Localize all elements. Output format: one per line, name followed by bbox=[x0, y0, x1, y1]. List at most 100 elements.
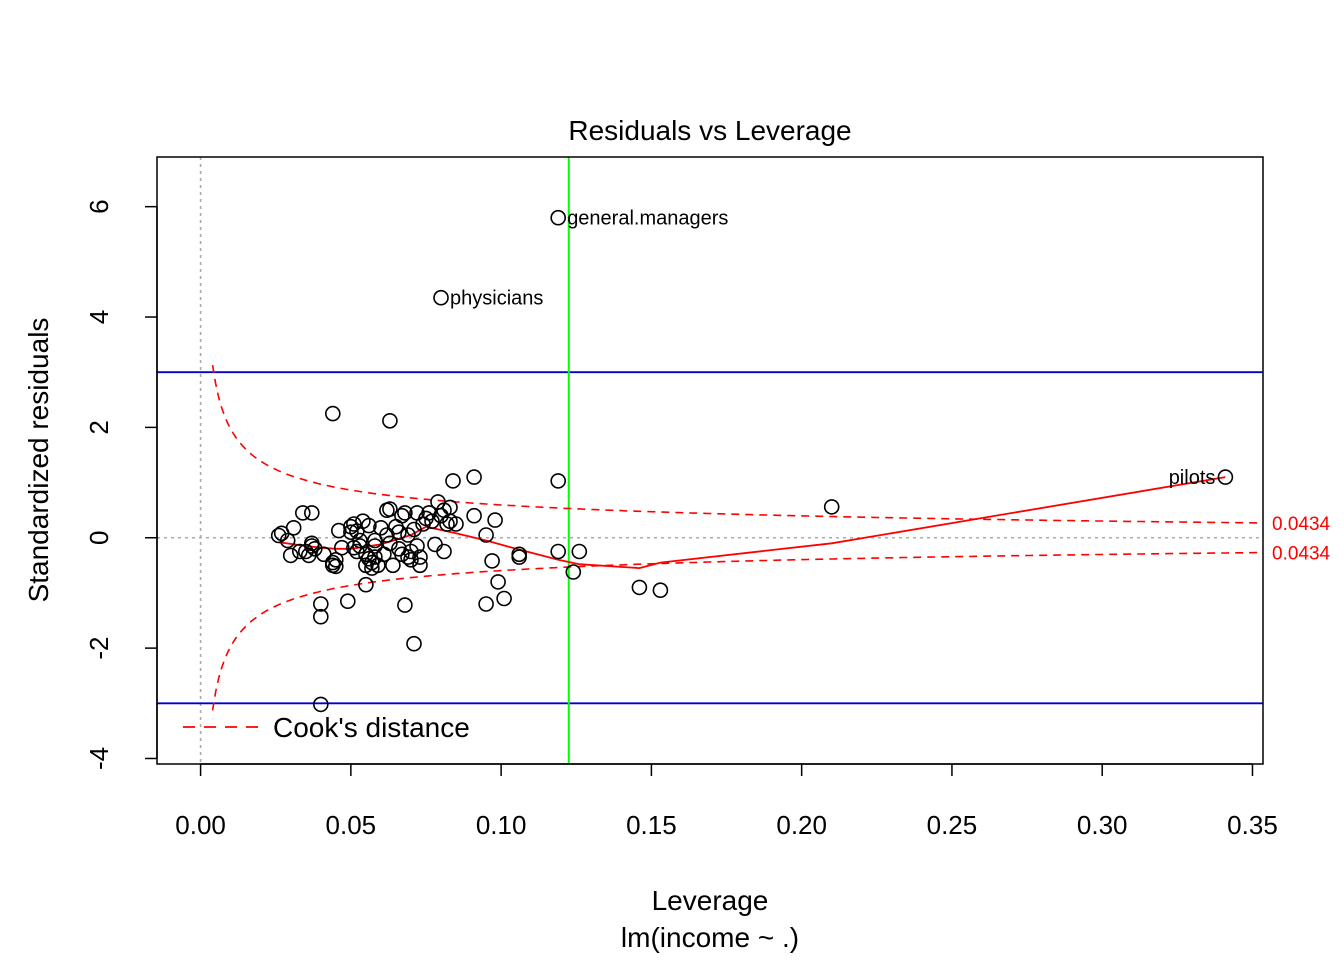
chart-title: Residuals vs Leverage bbox=[568, 115, 851, 146]
data-point bbox=[445, 473, 461, 489]
data-point bbox=[550, 473, 567, 489]
data-point bbox=[412, 557, 428, 574]
data-point bbox=[403, 551, 419, 568]
data-point bbox=[478, 596, 494, 612]
data-point bbox=[397, 597, 413, 613]
data-point bbox=[412, 549, 428, 565]
smoothed-residual-line bbox=[278, 476, 1226, 570]
data-point bbox=[327, 558, 344, 575]
data-point bbox=[339, 593, 356, 610]
point-label: pilots bbox=[1169, 467, 1216, 489]
data-point bbox=[352, 532, 368, 549]
model-formula-label: lm(income ~ .) bbox=[621, 922, 799, 953]
y-tick-label: -4 bbox=[84, 747, 114, 770]
cooks-distance-upper-curve bbox=[211, 364, 1262, 524]
x-tick-label: 0.00 bbox=[175, 810, 226, 840]
legend-label: Cook's distance bbox=[273, 712, 470, 743]
data-point bbox=[448, 516, 464, 532]
x-tick-label: 0.10 bbox=[476, 810, 527, 840]
data-point bbox=[490, 574, 506, 590]
data-point bbox=[297, 543, 314, 560]
data-point bbox=[478, 527, 494, 543]
data-points bbox=[270, 209, 1234, 713]
data-point bbox=[346, 516, 362, 532]
data-point bbox=[382, 535, 398, 552]
data-point bbox=[361, 517, 377, 534]
y-tick-label: -2 bbox=[84, 637, 114, 660]
data-point bbox=[279, 532, 296, 549]
data-point bbox=[484, 553, 500, 569]
data-point bbox=[652, 582, 669, 599]
data-point bbox=[406, 635, 422, 652]
data-point bbox=[442, 499, 458, 516]
x-tick-label: 0.05 bbox=[326, 810, 377, 840]
y-axis: -4 -2 0 2 4 6 bbox=[84, 199, 158, 770]
plot-area: general.managers physicians pilots bbox=[157, 157, 1263, 764]
y-tick-label: 2 bbox=[84, 420, 114, 434]
cooks-distance-lower-curve bbox=[211, 551, 1262, 711]
data-point bbox=[367, 538, 383, 554]
data-point bbox=[397, 505, 413, 521]
point-label: general.managers bbox=[567, 208, 728, 230]
cooks-distance-lower-label: 0.0434 bbox=[1272, 544, 1331, 565]
data-point bbox=[379, 527, 395, 543]
data-point bbox=[294, 505, 311, 521]
x-tick-label: 0.20 bbox=[776, 810, 827, 840]
data-point bbox=[511, 549, 528, 565]
data-point bbox=[571, 543, 588, 560]
legend: Cook's distance bbox=[183, 712, 470, 743]
y-tick-label: 0 bbox=[84, 531, 114, 545]
data-point bbox=[400, 527, 416, 543]
data-point bbox=[550, 543, 567, 560]
x-axis: 0.00 0.05 0.10 0.15 0.20 0.25 0.30 0.35 bbox=[175, 763, 1278, 840]
data-point bbox=[823, 499, 840, 515]
data-point bbox=[550, 209, 567, 226]
data-point bbox=[312, 608, 329, 625]
data-point bbox=[352, 538, 368, 554]
data-point bbox=[436, 543, 452, 560]
data-point bbox=[385, 557, 401, 574]
data-point bbox=[565, 564, 582, 580]
data-point bbox=[421, 505, 437, 521]
y-tick-label: 4 bbox=[84, 310, 114, 324]
data-point bbox=[391, 524, 407, 541]
data-point bbox=[324, 405, 341, 422]
data-point bbox=[382, 412, 398, 429]
data-point bbox=[358, 546, 374, 563]
data-point bbox=[312, 596, 329, 612]
data-point bbox=[285, 519, 302, 536]
data-point bbox=[409, 538, 425, 554]
data-point bbox=[487, 512, 503, 528]
point-labels: general.managers physicians pilots bbox=[450, 208, 1215, 489]
data-point bbox=[403, 543, 419, 560]
data-point bbox=[427, 536, 443, 553]
data-point bbox=[406, 521, 422, 538]
data-point bbox=[343, 524, 359, 541]
data-point bbox=[433, 289, 449, 306]
data-point bbox=[466, 507, 482, 524]
data-point bbox=[333, 539, 350, 556]
data-point bbox=[1217, 469, 1234, 485]
data-point bbox=[394, 507, 410, 524]
x-tick-label: 0.30 bbox=[1077, 810, 1128, 840]
data-point bbox=[303, 505, 320, 521]
data-point bbox=[306, 540, 323, 557]
data-point bbox=[496, 590, 512, 607]
x-tick-label: 0.15 bbox=[626, 810, 677, 840]
data-point bbox=[631, 579, 648, 596]
data-point bbox=[439, 516, 455, 532]
data-point bbox=[382, 501, 398, 517]
x-tick-label: 0.25 bbox=[927, 810, 978, 840]
data-point bbox=[367, 549, 383, 565]
data-point bbox=[466, 469, 482, 485]
data-point bbox=[327, 551, 344, 568]
data-point bbox=[424, 513, 440, 530]
data-point bbox=[358, 576, 374, 593]
plot-frame bbox=[156, 156, 1264, 765]
y-tick-label: 6 bbox=[84, 199, 114, 213]
data-point bbox=[282, 547, 299, 564]
point-label: physicians bbox=[450, 288, 543, 310]
x-tick-label: 0.35 bbox=[1227, 810, 1278, 840]
data-point bbox=[312, 696, 329, 713]
